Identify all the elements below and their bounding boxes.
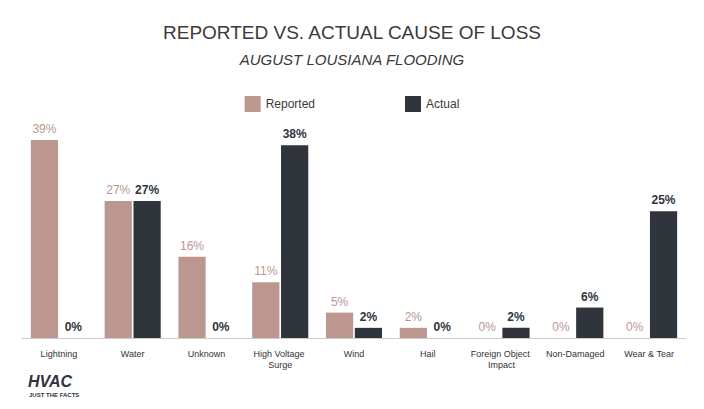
svg-text:Non-Damaged: Non-Damaged [546, 349, 605, 359]
svg-text:Foreign Object: Foreign Object [471, 349, 533, 359]
svg-text:0%: 0% [212, 320, 230, 334]
svg-text:Surge: Surge [268, 360, 292, 370]
svg-text:Lightning: Lightning [41, 349, 78, 359]
svg-text:6%: 6% [581, 290, 599, 304]
svg-text:39%: 39% [32, 122, 56, 136]
svg-text:Actual: Actual [426, 97, 459, 111]
svg-text:27%: 27% [135, 183, 159, 197]
svg-text:0%: 0% [434, 320, 452, 334]
svg-text:AUGUST LOUSIANA FLOODING: AUGUST LOUSIANA FLOODING [239, 51, 465, 68]
svg-text:2%: 2% [405, 310, 423, 324]
svg-text:0%: 0% [478, 320, 496, 334]
svg-text:HVAC: HVAC [28, 373, 73, 390]
svg-text:16%: 16% [180, 239, 204, 253]
svg-text:Reported: Reported [266, 97, 315, 111]
svg-text:0%: 0% [626, 320, 644, 334]
svg-text:5%: 5% [331, 295, 349, 309]
svg-text:JUST THE FACTS: JUST THE FACTS [29, 392, 79, 398]
svg-text:11%: 11% [254, 264, 277, 278]
svg-text:Unknown: Unknown [188, 349, 226, 359]
svg-text:High Voltage: High Voltage [253, 349, 307, 359]
svg-text:27%: 27% [106, 183, 130, 197]
svg-text:Wind: Wind [344, 349, 365, 359]
svg-text:Wear & Tear: Wear & Tear [624, 349, 674, 359]
svg-text:0%: 0% [552, 320, 570, 334]
svg-text:0%: 0% [65, 320, 83, 334]
svg-text:Hail: Hail [420, 349, 436, 359]
svg-text:38%: 38% [283, 127, 307, 141]
svg-text:REPORTED VS. ACTUAL CAUSE OF L: REPORTED VS. ACTUAL CAUSE OF LOSS [163, 22, 541, 43]
svg-text:2%: 2% [507, 310, 525, 324]
svg-text:Impact: Impact [488, 360, 516, 370]
svg-text:2%: 2% [360, 310, 378, 324]
svg-text:25%: 25% [652, 193, 676, 207]
svg-text:Water: Water [121, 349, 145, 359]
